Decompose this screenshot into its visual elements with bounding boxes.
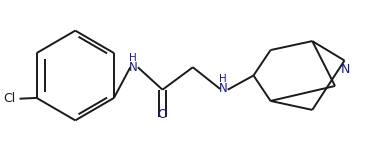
Text: N: N [341,63,350,76]
Text: H: H [129,53,137,63]
Text: N: N [129,61,138,74]
Text: Cl: Cl [3,92,15,105]
Text: O: O [157,108,167,121]
Text: N: N [219,82,228,95]
Text: H: H [219,74,227,84]
